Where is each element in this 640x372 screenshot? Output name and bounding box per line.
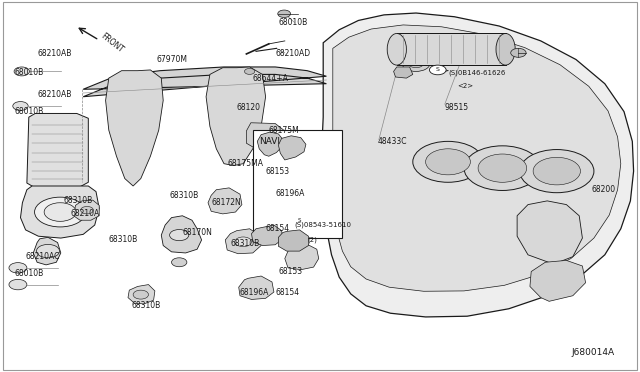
Circle shape bbox=[464, 146, 541, 190]
Ellipse shape bbox=[387, 33, 406, 65]
Circle shape bbox=[460, 46, 488, 62]
Text: (S)08543-51610: (S)08543-51610 bbox=[294, 222, 351, 228]
Circle shape bbox=[291, 215, 308, 225]
Text: 68644+A: 68644+A bbox=[253, 74, 289, 83]
Text: 68310B: 68310B bbox=[64, 196, 93, 205]
Text: (2): (2) bbox=[307, 237, 317, 243]
Circle shape bbox=[466, 49, 481, 58]
Text: 68196A: 68196A bbox=[240, 288, 269, 296]
Circle shape bbox=[170, 230, 189, 241]
Polygon shape bbox=[20, 186, 99, 238]
Polygon shape bbox=[517, 201, 582, 264]
Circle shape bbox=[172, 258, 187, 267]
Circle shape bbox=[426, 149, 470, 175]
Polygon shape bbox=[106, 70, 163, 186]
Polygon shape bbox=[269, 180, 306, 208]
Text: S: S bbox=[436, 67, 440, 73]
Text: 68210A: 68210A bbox=[70, 209, 100, 218]
Text: 68154: 68154 bbox=[266, 224, 290, 233]
Text: 68172N: 68172N bbox=[211, 198, 241, 207]
Circle shape bbox=[408, 59, 424, 68]
Circle shape bbox=[9, 279, 27, 290]
Text: 68210AD: 68210AD bbox=[275, 49, 310, 58]
Text: (S)0B146-61626: (S)0B146-61626 bbox=[448, 69, 506, 76]
Text: FRONT: FRONT bbox=[99, 31, 125, 54]
Text: 68010B: 68010B bbox=[14, 269, 44, 278]
Polygon shape bbox=[322, 13, 634, 317]
Text: 68153: 68153 bbox=[266, 167, 290, 176]
Text: <2>: <2> bbox=[458, 83, 474, 89]
Circle shape bbox=[44, 203, 76, 221]
Circle shape bbox=[9, 263, 27, 273]
Circle shape bbox=[81, 206, 93, 214]
Text: 48433C: 48433C bbox=[378, 137, 407, 146]
Polygon shape bbox=[206, 67, 266, 166]
Polygon shape bbox=[246, 123, 285, 149]
Polygon shape bbox=[530, 260, 586, 301]
Polygon shape bbox=[27, 113, 88, 188]
Polygon shape bbox=[225, 229, 261, 254]
Text: 68010B: 68010B bbox=[14, 107, 44, 116]
Text: 68310B: 68310B bbox=[109, 235, 138, 244]
Polygon shape bbox=[161, 216, 202, 253]
Text: NAVI: NAVI bbox=[259, 137, 280, 146]
Text: 68310B: 68310B bbox=[230, 239, 260, 248]
Polygon shape bbox=[285, 244, 319, 270]
Circle shape bbox=[478, 154, 527, 182]
Circle shape bbox=[36, 244, 60, 258]
Circle shape bbox=[35, 197, 86, 227]
Text: 68010B: 68010B bbox=[278, 18, 308, 27]
Text: 67970M: 67970M bbox=[157, 55, 188, 64]
Circle shape bbox=[14, 67, 29, 76]
Circle shape bbox=[533, 157, 580, 185]
Polygon shape bbox=[33, 237, 61, 265]
Polygon shape bbox=[128, 285, 155, 304]
Text: 68196A: 68196A bbox=[275, 189, 305, 198]
Text: 98515: 98515 bbox=[445, 103, 469, 112]
Circle shape bbox=[437, 51, 452, 60]
Circle shape bbox=[278, 10, 291, 17]
Circle shape bbox=[402, 55, 430, 71]
Polygon shape bbox=[252, 225, 283, 246]
Ellipse shape bbox=[496, 33, 515, 65]
Text: 68310B: 68310B bbox=[170, 191, 199, 200]
Bar bbox=[397, 33, 506, 65]
Text: 68153: 68153 bbox=[278, 267, 303, 276]
Polygon shape bbox=[332, 25, 621, 291]
Text: 68175M: 68175M bbox=[269, 126, 300, 135]
Text: 68210AB: 68210AB bbox=[37, 90, 72, 99]
Circle shape bbox=[133, 290, 148, 299]
Circle shape bbox=[413, 141, 483, 182]
Text: 68200: 68200 bbox=[592, 185, 616, 194]
Circle shape bbox=[244, 68, 255, 74]
Text: 68154: 68154 bbox=[275, 288, 300, 296]
Polygon shape bbox=[208, 188, 242, 214]
Polygon shape bbox=[83, 67, 326, 97]
Polygon shape bbox=[278, 230, 308, 251]
Polygon shape bbox=[278, 136, 306, 160]
Text: S: S bbox=[298, 218, 301, 223]
Text: J680014A: J680014A bbox=[572, 348, 614, 357]
Text: 68120: 68120 bbox=[237, 103, 261, 112]
Polygon shape bbox=[394, 67, 413, 78]
Text: 68170N: 68170N bbox=[182, 228, 212, 237]
Circle shape bbox=[511, 48, 526, 57]
Text: 68210AB: 68210AB bbox=[37, 49, 72, 58]
Polygon shape bbox=[74, 200, 99, 220]
Text: 68210AC: 68210AC bbox=[26, 252, 60, 261]
Circle shape bbox=[520, 150, 594, 193]
Circle shape bbox=[13, 102, 28, 110]
Circle shape bbox=[429, 65, 446, 75]
Text: 68310B: 68310B bbox=[131, 301, 161, 310]
Circle shape bbox=[235, 237, 252, 247]
Text: 68010B: 68010B bbox=[14, 68, 44, 77]
Polygon shape bbox=[239, 276, 274, 299]
Bar bbox=[253, 130, 342, 238]
Text: 68175MA: 68175MA bbox=[227, 159, 263, 168]
Circle shape bbox=[431, 48, 459, 64]
Polygon shape bbox=[257, 132, 283, 156]
